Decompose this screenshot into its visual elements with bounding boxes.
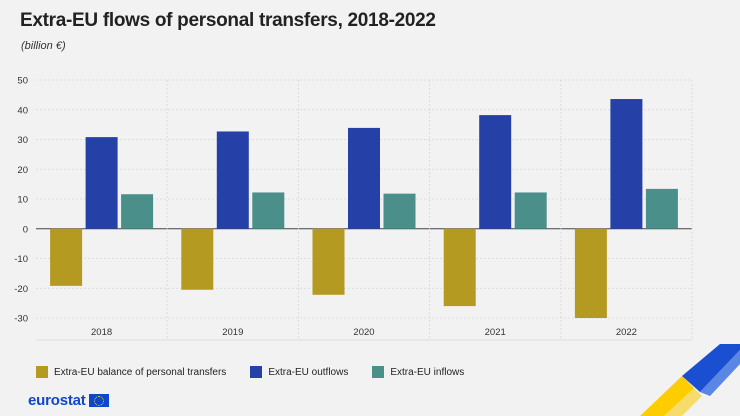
y-tick-label: 30 (17, 135, 28, 146)
y-tick-label: -10 (14, 254, 28, 265)
bar-balance-2021 (443, 228, 476, 307)
bar-inflows-2021 (514, 192, 547, 229)
x-tick-label: 2022 (616, 327, 637, 338)
eu-flag-icon (88, 394, 109, 407)
legend-label-inflows: Extra-EU inflows (390, 366, 465, 378)
y-tick-label: 20 (17, 165, 28, 176)
y-tick-label: 40 (17, 105, 28, 116)
x-tick-label: 2019 (222, 327, 243, 338)
chart-legend: Extra-EU balance of personal transfers E… (36, 366, 488, 378)
legend-label-balance: Extra-EU balance of personal transfers (54, 366, 227, 378)
chart-subtitle: (billion €) (21, 40, 66, 52)
legend-label-outflows: Extra-EU outflows (268, 366, 349, 378)
bar-inflows-2022 (645, 188, 678, 229)
bar-inflows-2020 (383, 193, 416, 229)
bar-inflows-2018 (121, 194, 154, 229)
y-tick-label: -20 (14, 284, 28, 295)
bar-balance-2019 (181, 228, 214, 290)
bar-outflows-2018 (85, 137, 118, 229)
eurostat-logo[interactable]: eurostat (28, 392, 109, 409)
legend-item-inflows[interactable]: Extra-EU inflows (372, 366, 464, 378)
x-tick-label: 2018 (91, 327, 112, 338)
bar-outflows-2019 (216, 131, 249, 229)
decorative-chevron-graphic (640, 344, 740, 416)
y-tick-label: -30 (14, 314, 28, 325)
bar-outflows-2020 (348, 127, 380, 229)
bar-inflows-2019 (252, 192, 285, 229)
y-tick-label: 50 (17, 76, 28, 87)
legend-item-outflows[interactable]: Extra-EU outflows (250, 366, 348, 378)
bar-chart: 50 40 30 20 10 0 -10 -20 -30 2018 2019 2020 2021 2022 (14, 76, 693, 341)
bar-balance-2020 (312, 228, 345, 295)
x-tick-label: 2021 (485, 327, 506, 338)
chart-title: Extra-EU flows of personal transfers, 20… (20, 10, 436, 31)
x-tick-label: 2020 (353, 327, 374, 338)
y-tick-label: 0 (23, 224, 28, 235)
bar-outflows-2021 (479, 115, 512, 229)
legend-swatch-outflows (250, 366, 263, 378)
legend-swatch-inflows (372, 366, 385, 378)
bar-balance-2018 (50, 228, 83, 286)
y-tick-label: 10 (17, 195, 28, 206)
legend-swatch-balance (36, 366, 48, 378)
legend-item-balance[interactable]: Extra-EU balance of personal transfers (36, 366, 226, 378)
logo-text: eurostat (28, 392, 86, 409)
bar-balance-2022 (574, 228, 607, 318)
bar-outflows-2022 (610, 99, 643, 229)
